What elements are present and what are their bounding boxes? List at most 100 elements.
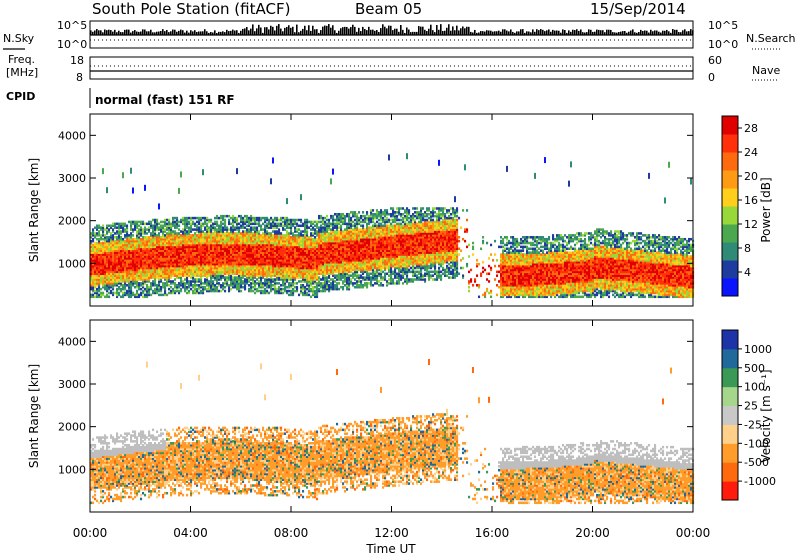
power-cell bbox=[106, 284, 109, 287]
noise-sky-bar bbox=[446, 27, 448, 35]
power-cell bbox=[128, 255, 131, 258]
noise-sky-bar bbox=[556, 30, 558, 35]
power-cell bbox=[252, 232, 255, 235]
power-cell bbox=[254, 291, 257, 295]
noise-sky-bar bbox=[524, 32, 526, 35]
power-cell bbox=[112, 255, 115, 258]
power-cell bbox=[302, 222, 305, 226]
power-cell bbox=[108, 280, 111, 283]
power-cell bbox=[188, 226, 191, 229]
power-cell bbox=[98, 272, 101, 276]
power-cell bbox=[98, 282, 101, 285]
power-cell bbox=[198, 291, 201, 295]
power-cell bbox=[352, 282, 355, 285]
power-cell bbox=[246, 214, 249, 218]
power-cell bbox=[124, 259, 127, 262]
power-cell bbox=[314, 285, 317, 289]
power-cell bbox=[90, 253, 93, 256]
power-cell bbox=[274, 216, 277, 220]
power-cell bbox=[120, 276, 123, 279]
power-cell bbox=[136, 291, 139, 295]
power-cell bbox=[212, 280, 215, 283]
noise-sky-bar bbox=[530, 32, 532, 35]
power-cell bbox=[328, 280, 331, 283]
power-cell bbox=[248, 216, 251, 220]
noise-sky-bar bbox=[354, 26, 356, 35]
power-cell bbox=[122, 268, 125, 272]
power-cell bbox=[134, 253, 137, 256]
power-cell bbox=[272, 284, 275, 287]
power-cell bbox=[98, 247, 101, 251]
noise-sky-bar bbox=[606, 29, 608, 35]
power-cell bbox=[122, 278, 125, 281]
power-cell bbox=[242, 230, 245, 233]
power-cell bbox=[110, 251, 113, 254]
power-cell bbox=[100, 287, 103, 291]
power-cell bbox=[130, 295, 133, 299]
power-cell bbox=[116, 272, 119, 276]
noise-sky-bar bbox=[120, 32, 122, 35]
power-cell bbox=[128, 220, 131, 224]
power-cell bbox=[132, 268, 135, 272]
noise-sky-bar bbox=[378, 31, 380, 35]
noise-sky-bar bbox=[514, 32, 516, 35]
power-cell bbox=[270, 222, 273, 226]
power-cell bbox=[132, 270, 135, 274]
power-cell bbox=[124, 257, 127, 260]
power-cell bbox=[178, 289, 181, 293]
power-cell bbox=[126, 293, 129, 297]
power-cell bbox=[98, 264, 101, 268]
power-cell bbox=[278, 228, 281, 231]
power-cell bbox=[132, 272, 135, 276]
power-cell bbox=[126, 264, 129, 268]
power-cell bbox=[98, 249, 101, 252]
power-cell bbox=[258, 280, 261, 283]
power-cell bbox=[94, 251, 97, 254]
noise-sky-bar bbox=[462, 26, 464, 35]
power-cell bbox=[130, 259, 133, 262]
power-cell bbox=[130, 285, 133, 289]
power-cell bbox=[110, 236, 113, 239]
power-cell bbox=[124, 222, 127, 226]
power-cell bbox=[262, 232, 265, 235]
power-cell bbox=[280, 232, 283, 235]
noise-sky-bar bbox=[270, 25, 272, 35]
power-cell bbox=[90, 257, 93, 260]
power-cell bbox=[96, 249, 99, 252]
power-cell bbox=[96, 295, 99, 299]
power-cell bbox=[286, 289, 289, 293]
power-cell bbox=[126, 262, 129, 266]
power-cell bbox=[132, 278, 135, 281]
power-cell bbox=[112, 236, 115, 239]
power-cell bbox=[92, 282, 95, 285]
power-cell bbox=[156, 234, 159, 237]
power-cell bbox=[92, 266, 95, 270]
power-cell bbox=[140, 251, 143, 254]
power-cell bbox=[264, 278, 267, 281]
power-cell bbox=[190, 222, 193, 226]
power-cell bbox=[120, 262, 123, 266]
power-cell bbox=[118, 234, 121, 237]
power-cell bbox=[108, 276, 111, 279]
power-cell bbox=[100, 276, 103, 279]
noise-sky-bar bbox=[298, 32, 300, 35]
power-cell bbox=[140, 264, 143, 268]
power-cell bbox=[108, 295, 111, 299]
power-cell bbox=[110, 289, 113, 293]
power-cell bbox=[122, 285, 125, 289]
power-cell bbox=[242, 280, 245, 283]
power-cell bbox=[108, 268, 111, 272]
power-cell bbox=[138, 285, 141, 289]
noise-sky-bar bbox=[640, 29, 642, 35]
power-cell bbox=[140, 287, 143, 291]
noise-sky-bar bbox=[226, 29, 228, 35]
noise-sky-bar bbox=[422, 26, 424, 35]
power-cell bbox=[142, 268, 145, 272]
noise-sky-bar bbox=[126, 29, 128, 35]
power-cell bbox=[276, 216, 279, 220]
power-cell bbox=[110, 276, 113, 279]
power-cell bbox=[120, 236, 123, 239]
power-cell bbox=[150, 293, 153, 297]
noise-sky-bar bbox=[158, 31, 160, 35]
noise-sky-bar bbox=[202, 31, 204, 35]
